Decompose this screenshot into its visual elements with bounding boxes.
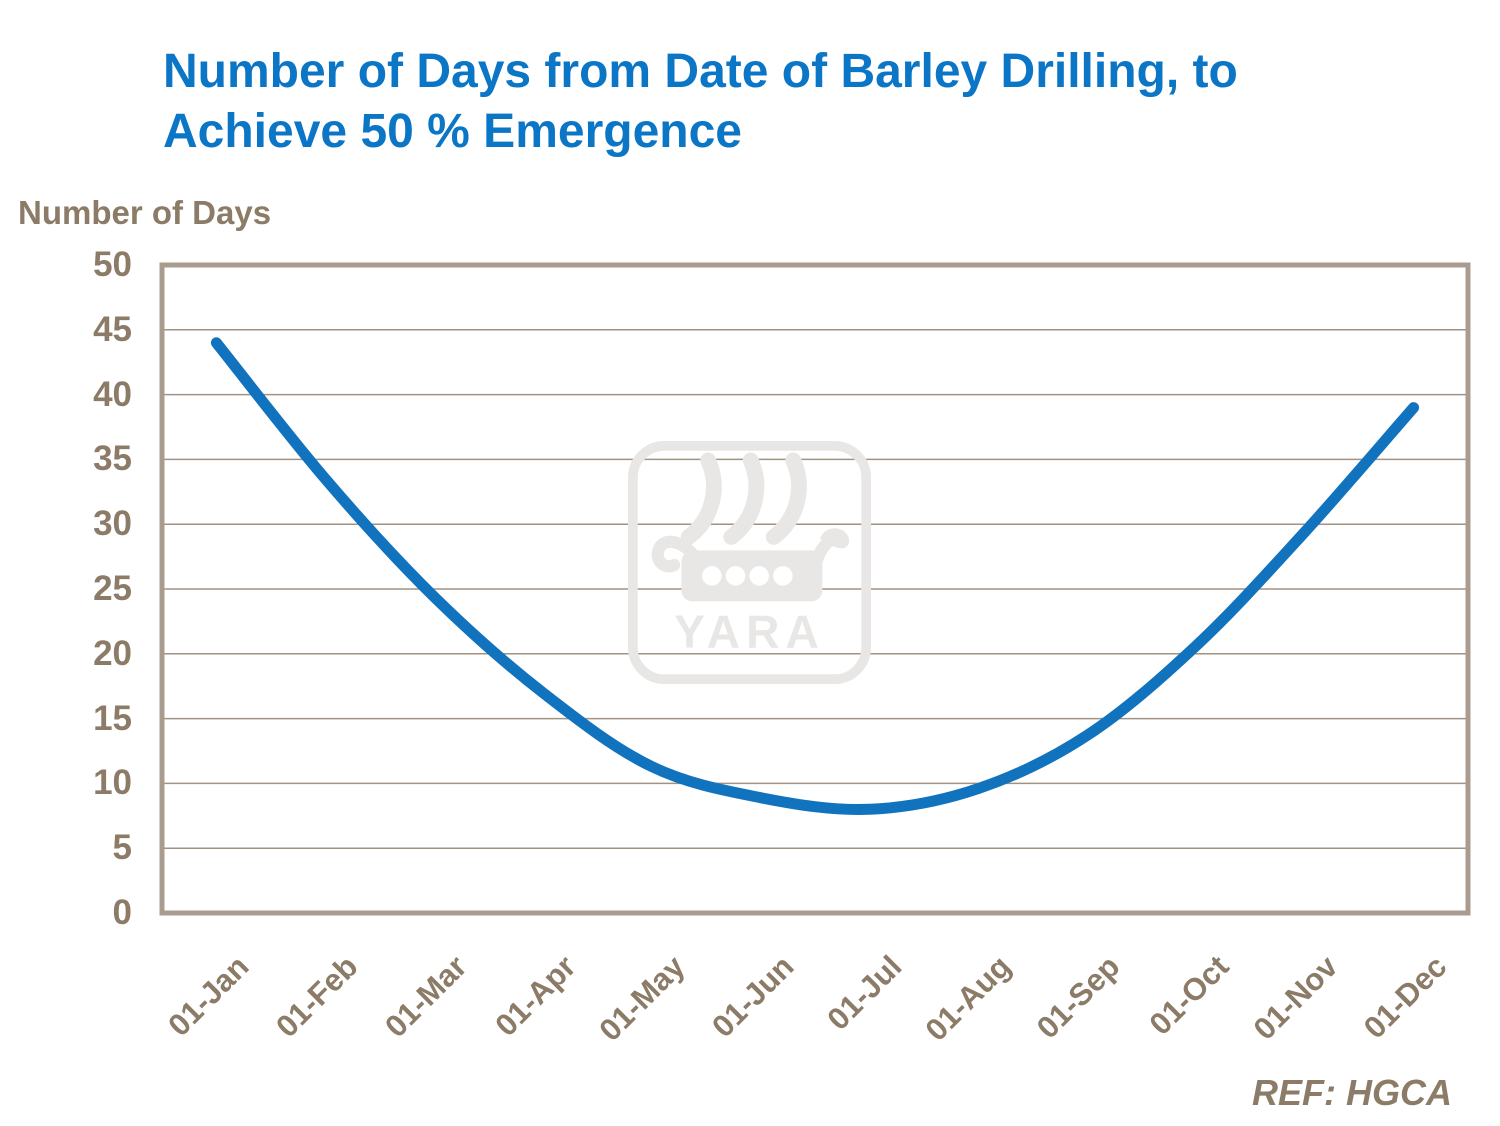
reference-label: REF: HGCA bbox=[1252, 1072, 1452, 1113]
chart-title-line1: Number of Days from Date of Barley Drill… bbox=[163, 45, 1238, 98]
ship-sail-icon bbox=[765, 452, 807, 545]
ship-sail-icon bbox=[723, 452, 765, 545]
y-tick-label: 5 bbox=[112, 828, 132, 868]
y-tick-label: 45 bbox=[93, 309, 132, 349]
ship-prow-icon bbox=[651, 535, 700, 573]
plot-border bbox=[159, 262, 1471, 916]
ship-porthole-icon bbox=[773, 566, 793, 586]
y-tick-label: 30 bbox=[93, 504, 132, 544]
y-tick-label: 35 bbox=[93, 439, 132, 479]
y-axis-title: Number of Days bbox=[18, 194, 272, 231]
ship-porthole-icon bbox=[702, 566, 722, 586]
data-line-series bbox=[210, 337, 1420, 816]
ship-neck-icon bbox=[804, 538, 833, 584]
y-tick-label: 0 bbox=[112, 893, 132, 932]
ship-porthole-icon bbox=[725, 566, 746, 586]
chart-title-line2: Achieve 50 % Emergence bbox=[163, 105, 742, 158]
chart-title: Number of Days from Date of Barley Drill… bbox=[163, 42, 1443, 162]
ship-porthole-icon bbox=[749, 566, 769, 586]
y-tick-label: 40 bbox=[93, 374, 132, 414]
watermark-brand-text: YARA bbox=[674, 606, 825, 658]
ship-sail-icon bbox=[680, 452, 722, 545]
ship-head-icon bbox=[819, 528, 850, 549]
y-tick-label: 25 bbox=[93, 569, 132, 608]
y-tick-label: 15 bbox=[93, 698, 132, 738]
y-tick-label: 50 bbox=[93, 245, 132, 284]
y-tick-label: 20 bbox=[93, 633, 132, 673]
y-tick-label: 10 bbox=[93, 763, 132, 803]
yara-watermark-logo: YARA bbox=[628, 441, 872, 685]
watermark-frame bbox=[628, 441, 872, 685]
